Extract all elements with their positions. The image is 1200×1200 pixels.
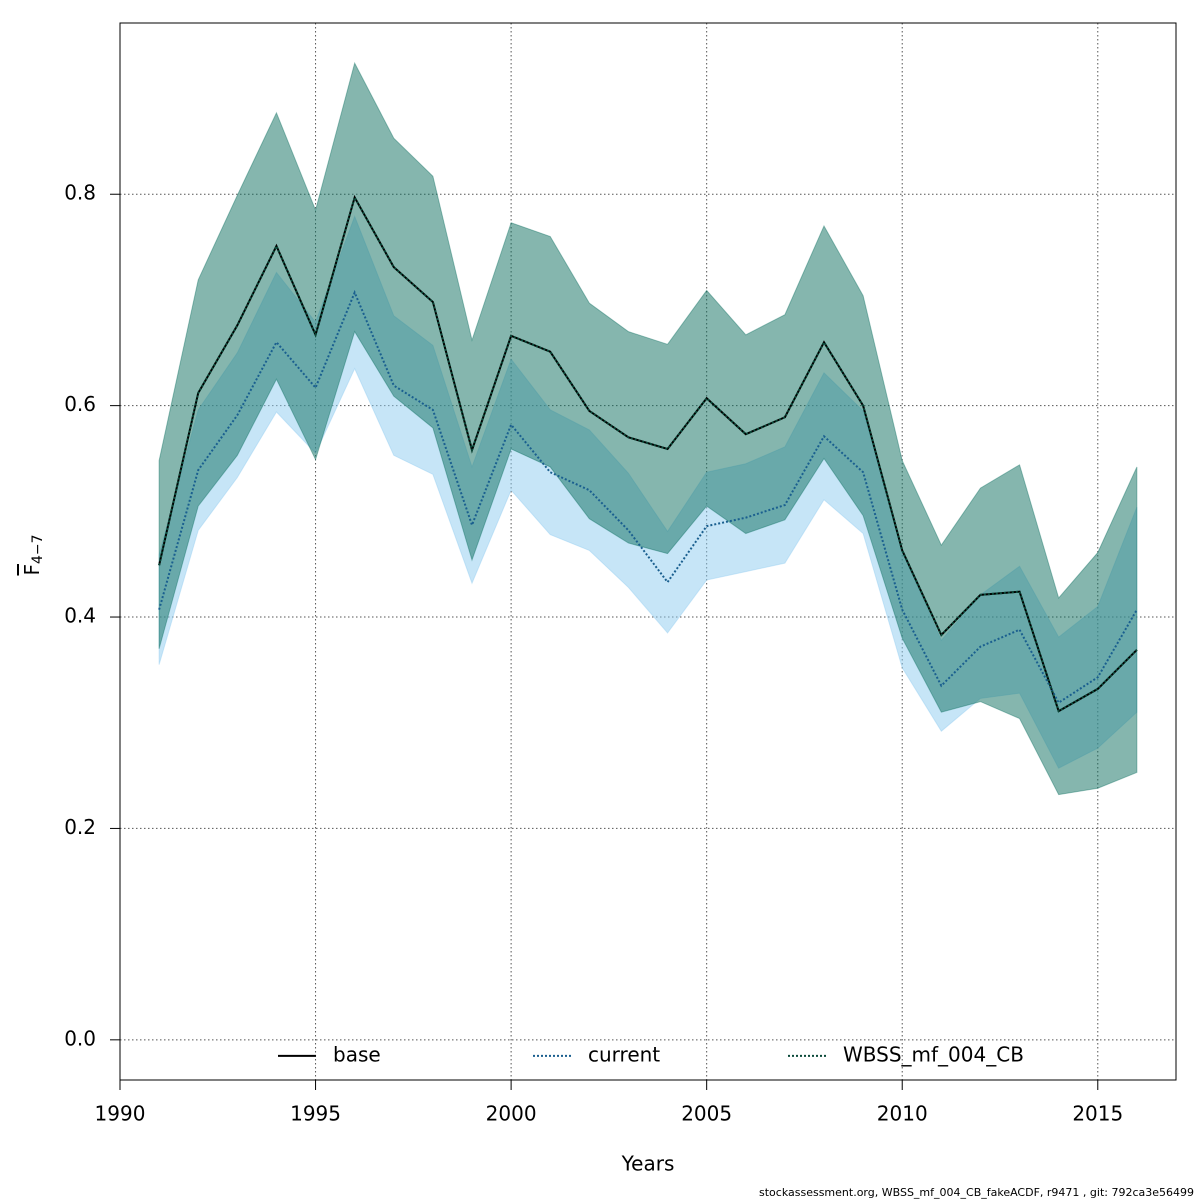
- x-tick-label: 2015: [1072, 1102, 1123, 1126]
- y-tick-label: 0.4: [64, 604, 96, 628]
- y-axis-label-main: F: [20, 564, 44, 576]
- y-axis-label-sub: 4−7: [30, 534, 46, 564]
- y-axis-label: F4−7: [20, 534, 47, 575]
- footnote: stockassessment.org, WBSS_mf_004_CB_fake…: [759, 1186, 1194, 1199]
- series-line: [158, 289, 1138, 705]
- confidence-band: [158, 61, 1138, 796]
- y-tick-label: 0.0: [64, 1026, 96, 1050]
- legend-label: WBSS_mf_004_CB: [843, 1042, 1024, 1066]
- x-tick-label: 1995: [290, 1102, 341, 1126]
- y-tick-label: 0.6: [64, 392, 96, 416]
- x-tick-label: 1990: [95, 1102, 146, 1126]
- plot-frame: [119, 22, 1177, 1081]
- series-line: [158, 194, 1138, 713]
- y-tick-label: 0.8: [64, 181, 96, 205]
- x-tick-label: 2005: [681, 1102, 732, 1126]
- x-axis-label: Years: [621, 1152, 675, 1176]
- legend-label: base: [333, 1042, 381, 1066]
- legend-label: current: [588, 1042, 660, 1066]
- x-tick-label: 2010: [877, 1102, 928, 1126]
- x-tick-label: 2000: [486, 1102, 537, 1126]
- y-tick-label: 0.2: [64, 815, 96, 839]
